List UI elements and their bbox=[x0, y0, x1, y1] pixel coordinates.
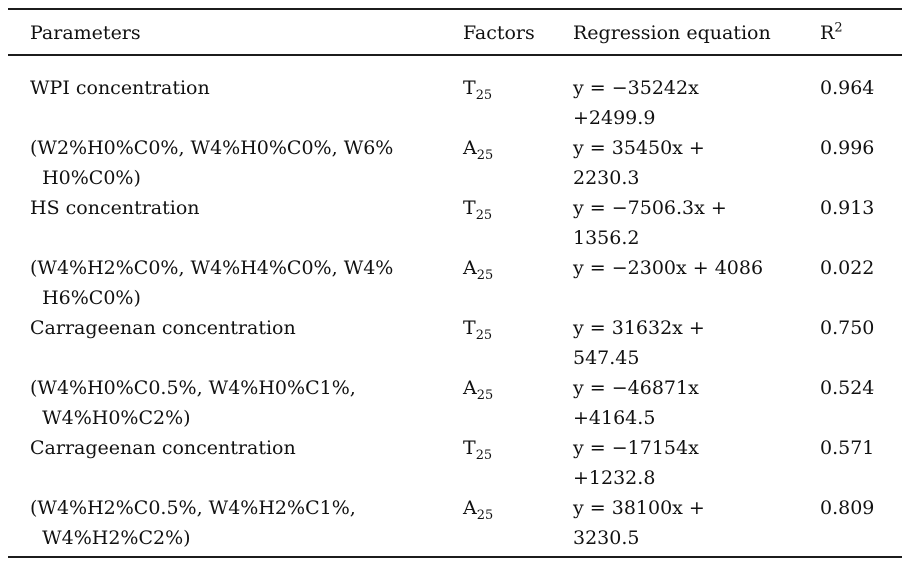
cell-factor: T25 bbox=[463, 433, 573, 463]
cell-factor: A25 bbox=[463, 493, 573, 523]
table-header: Parameters Factors Regression equation R… bbox=[8, 10, 902, 54]
cell-equation: y = −7506.3x + 1356.2 bbox=[573, 197, 727, 249]
cell-r-squared: 0.750 bbox=[820, 317, 875, 339]
header-r-squared: R2 bbox=[820, 21, 902, 45]
table-row: (W4%H0%C0.5%, W4%H0%C1%, W4%H0%C2%) A25 … bbox=[8, 373, 902, 433]
factor-base: T bbox=[463, 437, 476, 459]
r-squared-base: R bbox=[820, 22, 835, 44]
cell-parameter: (W4%H0%C0.5%, W4%H0%C1%, W4%H0%C2%) bbox=[30, 377, 356, 429]
cell-r-squared: 0.571 bbox=[820, 437, 875, 459]
factor-base: T bbox=[463, 197, 476, 219]
cell-parameter: WPI concentration bbox=[30, 77, 210, 99]
factor-base: A bbox=[463, 257, 477, 279]
header-regression-equation: Regression equation bbox=[573, 22, 771, 44]
cell-equation: y = 35450x + 2230.3 bbox=[573, 137, 705, 189]
factor-subscript: 25 bbox=[476, 507, 494, 523]
cell-parameter: (W2%H0%C0%, W4%H0%C0%, W6% H0%C0%) bbox=[30, 137, 394, 189]
factor-base: A bbox=[463, 137, 477, 159]
header-factors: Factors bbox=[463, 22, 535, 44]
cell-r-squared: 0.913 bbox=[820, 197, 875, 219]
factor-base: A bbox=[463, 377, 477, 399]
factor-subscript: 25 bbox=[475, 207, 493, 223]
factor-subscript: 25 bbox=[476, 267, 494, 283]
cell-parameter: Carrageenan concentration bbox=[30, 317, 296, 339]
cell-factor: A25 bbox=[463, 133, 573, 163]
top-rule bbox=[8, 8, 902, 10]
factor-subscript: 25 bbox=[475, 87, 493, 103]
table-body: WPI concentration T25 y = −35242x +2499.… bbox=[8, 56, 902, 556]
table-row: (W4%H2%C0.5%, W4%H2%C1%, W4%H2%C2%) A25 … bbox=[8, 493, 902, 553]
factor-subscript: 25 bbox=[476, 387, 494, 403]
cell-parameter: (W4%H2%C0.5%, W4%H2%C1%, W4%H2%C2%) bbox=[30, 497, 356, 549]
table-row: (W2%H0%C0%, W4%H0%C0%, W6% H0%C0%) A25 y… bbox=[8, 133, 902, 193]
cell-equation: y = −2300x + 4086 bbox=[573, 257, 764, 279]
factor-subscript: 25 bbox=[475, 327, 493, 343]
cell-factor: T25 bbox=[463, 193, 573, 223]
r-squared-exponent: 2 bbox=[834, 20, 843, 36]
cell-factor: A25 bbox=[463, 253, 573, 283]
cell-factor: T25 bbox=[463, 313, 573, 343]
cell-equation: y = 31632x + 547.45 bbox=[573, 317, 705, 369]
cell-equation: y = 38100x + 3230.5 bbox=[573, 497, 705, 549]
table-row: WPI concentration T25 y = −35242x +2499.… bbox=[8, 73, 902, 133]
cell-equation: y = −17154x +1232.8 bbox=[573, 437, 699, 489]
cell-r-squared: 0.809 bbox=[820, 497, 875, 519]
cell-parameter: Carrageenan concentration bbox=[30, 437, 296, 459]
factor-subscript: 25 bbox=[475, 447, 493, 463]
cell-parameter: HS concentration bbox=[30, 197, 200, 219]
table-row: Carrageenan concentration T25 y = −17154… bbox=[8, 433, 902, 493]
cell-r-squared: 0.524 bbox=[820, 377, 875, 399]
bottom-rule bbox=[8, 556, 902, 558]
cell-equation: y = −35242x +2499.9 bbox=[573, 77, 699, 129]
factor-base: A bbox=[463, 497, 477, 519]
cell-r-squared: 0.996 bbox=[820, 137, 875, 159]
header-rule bbox=[8, 54, 902, 56]
cell-factor: T25 bbox=[463, 73, 573, 103]
cell-r-squared: 0.964 bbox=[820, 77, 875, 99]
table-row: HS concentration T25 y = −7506.3x + 1356… bbox=[8, 193, 902, 253]
cell-factor: A25 bbox=[463, 373, 573, 403]
cell-equation: y = −46871x +4164.5 bbox=[573, 377, 699, 429]
cell-parameter: (W4%H2%C0%, W4%H4%C0%, W4% H6%C0%) bbox=[30, 257, 394, 309]
header-parameters: Parameters bbox=[30, 22, 141, 44]
factor-subscript: 25 bbox=[476, 147, 494, 163]
cell-r-squared: 0.022 bbox=[820, 257, 875, 279]
regression-table: Parameters Factors Regression equation R… bbox=[8, 8, 902, 558]
table-row: (W4%H2%C0%, W4%H4%C0%, W4% H6%C0%) A25 y… bbox=[8, 253, 902, 313]
factor-base: T bbox=[463, 77, 476, 99]
factor-base: T bbox=[463, 317, 476, 339]
table-row: Carrageenan concentration T25 y = 31632x… bbox=[8, 313, 902, 373]
